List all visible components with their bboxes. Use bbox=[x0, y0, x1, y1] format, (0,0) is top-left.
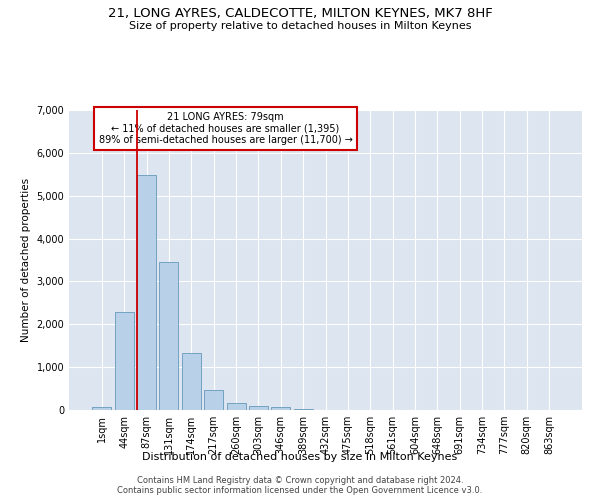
Bar bbox=[115, 312, 134, 410]
Bar bbox=[293, 408, 313, 410]
Bar bbox=[160, 262, 178, 410]
Text: Distribution of detached houses by size in Milton Keynes: Distribution of detached houses by size … bbox=[142, 452, 458, 462]
Text: Size of property relative to detached houses in Milton Keynes: Size of property relative to detached ho… bbox=[129, 21, 471, 31]
Bar bbox=[92, 406, 112, 410]
Text: 21, LONG AYRES, CALDECOTTE, MILTON KEYNES, MK7 8HF: 21, LONG AYRES, CALDECOTTE, MILTON KEYNE… bbox=[107, 8, 493, 20]
Bar bbox=[271, 408, 290, 410]
Bar bbox=[137, 175, 156, 410]
Bar bbox=[204, 390, 223, 410]
Text: 21 LONG AYRES: 79sqm
← 11% of detached houses are smaller (1,395)
89% of semi-de: 21 LONG AYRES: 79sqm ← 11% of detached h… bbox=[98, 112, 352, 144]
Text: Contains HM Land Registry data © Crown copyright and database right 2024.: Contains HM Land Registry data © Crown c… bbox=[137, 476, 463, 485]
Text: Contains public sector information licensed under the Open Government Licence v3: Contains public sector information licen… bbox=[118, 486, 482, 495]
Bar bbox=[227, 403, 245, 410]
Y-axis label: Number of detached properties: Number of detached properties bbox=[21, 178, 31, 342]
Bar bbox=[249, 406, 268, 410]
Bar bbox=[182, 354, 201, 410]
